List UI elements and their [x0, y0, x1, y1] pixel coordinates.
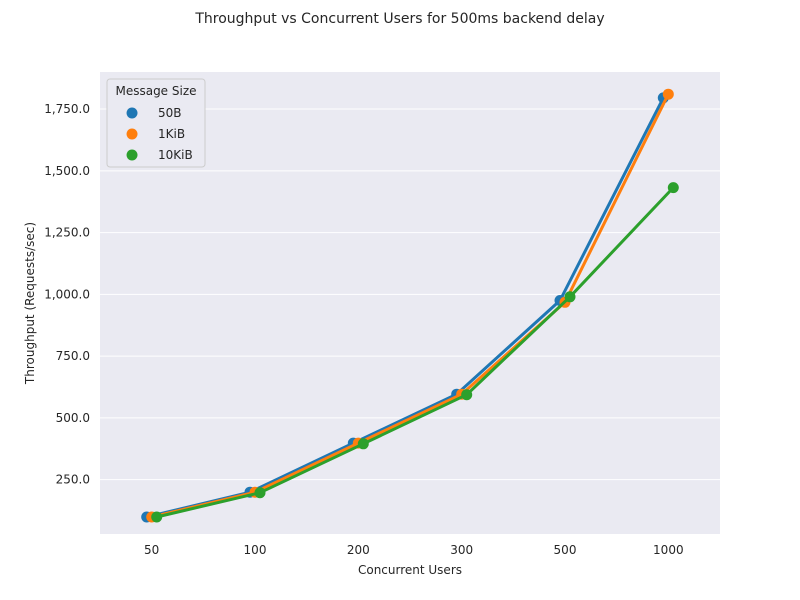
- x-tick-label: 500: [554, 543, 577, 557]
- data-point-10KiB: [461, 389, 473, 401]
- y-tick-label: 500.0: [56, 411, 90, 425]
- y-axis-title: Throughput (Requests/sec): [23, 222, 37, 385]
- y-tick-label: 1,250.0: [44, 226, 90, 240]
- data-point-1KiB: [662, 88, 674, 100]
- chart-title: Throughput vs Concurrent Users for 500ms…: [194, 11, 604, 27]
- data-point-10KiB: [151, 511, 163, 523]
- legend-label-10KiB: 10KiB: [158, 148, 193, 162]
- data-point-10KiB: [254, 487, 266, 499]
- legend-marker-50B: [126, 107, 138, 119]
- y-axis-ticks: 250.0 500.0 750.0 1,000.0 1,250.0 1,500.0 1,75…: [44, 102, 90, 487]
- y-tick-label: 1,750.0: [44, 102, 90, 116]
- x-tick-label: 200: [347, 543, 370, 557]
- legend-marker-10KiB: [126, 149, 138, 161]
- legend-label-1KiB: 1KiB: [158, 127, 185, 141]
- x-axis-ticks: 50 100 200 300 500 1000: [144, 543, 684, 557]
- legend-marker-1KiB: [126, 128, 138, 140]
- legend-items: 50B 1KiB 10KiB: [126, 106, 193, 162]
- x-tick-label: 100: [244, 543, 267, 557]
- legend-box: [106, 78, 206, 168]
- series-line-10KiB: [155, 186, 675, 519]
- data-point-10KiB: [357, 438, 369, 450]
- y-tick-label: 250.0: [56, 473, 90, 487]
- y-tick-label: 1,500.0: [44, 164, 90, 178]
- data-point-10KiB: [564, 291, 576, 303]
- y-tick-label: 1,000.0: [44, 287, 90, 301]
- x-tick-label: 50: [144, 543, 159, 557]
- data-point-10KiB: [667, 182, 679, 194]
- x-axis-title: Concurrent Users: [358, 563, 462, 577]
- series-group: [141, 88, 679, 523]
- y-tick-label: 750.0: [56, 349, 90, 363]
- series-line-1KiB: [150, 92, 670, 519]
- x-tick-label: 300: [450, 543, 473, 557]
- legend-label-50B: 50B: [158, 106, 182, 120]
- legend: Message Size 50B 1KiB 10KiB: [106, 78, 206, 168]
- x-tick-label: 1000: [653, 543, 684, 557]
- legend-title: Message Size: [115, 84, 196, 98]
